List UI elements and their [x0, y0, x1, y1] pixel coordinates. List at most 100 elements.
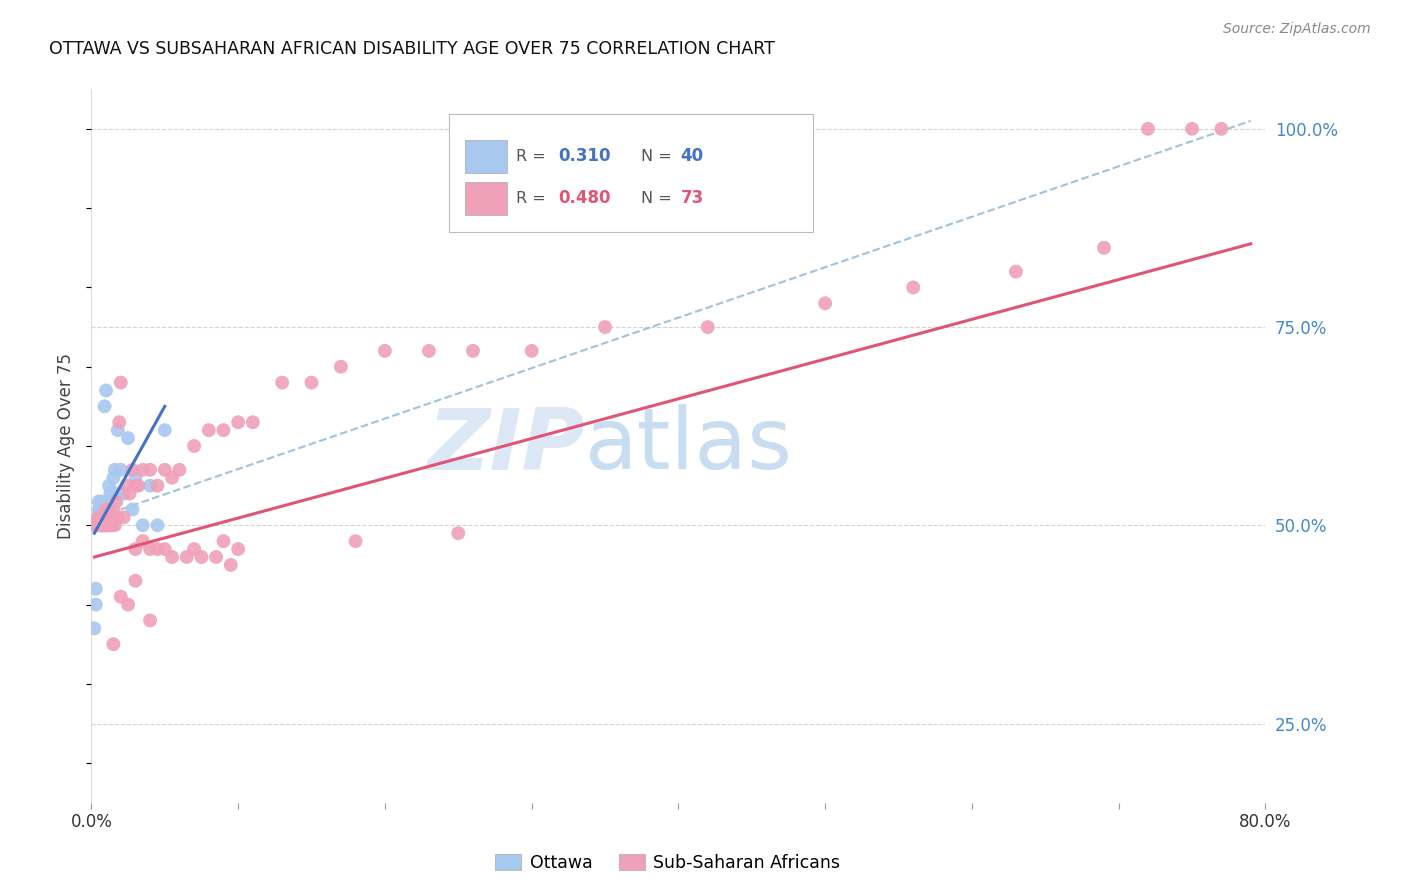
Point	[212, 534, 235, 549]
Point	[226, 542, 249, 557]
Point	[94, 518, 117, 533]
Point	[226, 415, 249, 429]
Point	[103, 637, 125, 651]
Point	[104, 463, 127, 477]
Text: 0.310: 0.310	[558, 147, 612, 165]
Point	[212, 423, 235, 437]
Point	[103, 502, 125, 516]
Point	[461, 343, 484, 358]
Point	[1211, 121, 1233, 136]
Point	[205, 549, 228, 564]
Point	[83, 518, 105, 533]
Point	[183, 439, 205, 453]
FancyBboxPatch shape	[450, 114, 814, 232]
Point	[86, 518, 108, 533]
Point	[107, 423, 129, 437]
Legend: Ottawa, Sub-Saharan Africans: Ottawa, Sub-Saharan Africans	[488, 847, 848, 879]
Point	[93, 510, 115, 524]
Point	[132, 518, 155, 533]
Point	[169, 463, 191, 477]
Point	[93, 400, 115, 414]
Point	[84, 598, 107, 612]
Point	[103, 471, 125, 485]
Point	[94, 518, 117, 533]
Point	[90, 510, 112, 524]
Point	[91, 518, 114, 533]
Text: ZIP: ZIP	[427, 404, 585, 488]
Point	[139, 478, 162, 492]
Text: Source: ZipAtlas.com: Source: ZipAtlas.com	[1223, 22, 1371, 37]
Point	[89, 510, 111, 524]
Point	[124, 574, 146, 588]
Point	[121, 463, 143, 477]
Text: 40: 40	[681, 147, 704, 165]
Point	[814, 296, 837, 310]
FancyBboxPatch shape	[465, 140, 508, 173]
Point	[183, 542, 205, 557]
Point	[105, 486, 128, 500]
Point	[107, 510, 129, 524]
Point	[118, 486, 141, 500]
Point	[132, 463, 155, 477]
Point	[108, 415, 131, 429]
Point	[124, 471, 146, 485]
Point	[121, 502, 143, 516]
Point	[418, 343, 440, 358]
Point	[94, 384, 117, 398]
Point	[110, 376, 132, 390]
Point	[146, 518, 169, 533]
Point	[89, 502, 111, 516]
Point	[91, 502, 114, 516]
Point	[94, 502, 117, 516]
Point	[903, 280, 925, 294]
FancyBboxPatch shape	[465, 182, 508, 215]
Point	[93, 518, 115, 533]
Point	[101, 510, 124, 524]
Point	[94, 502, 117, 516]
Point	[112, 510, 135, 524]
Point	[100, 518, 122, 533]
Point	[89, 518, 111, 533]
Point	[110, 590, 132, 604]
Point	[112, 486, 135, 500]
Point	[153, 542, 176, 557]
Point	[98, 478, 121, 492]
Point	[1005, 264, 1028, 278]
Point	[110, 463, 132, 477]
Point	[593, 320, 616, 334]
Y-axis label: Disability Age Over 75: Disability Age Over 75	[58, 353, 76, 539]
Point	[374, 343, 396, 358]
Point	[96, 494, 118, 508]
Point	[329, 359, 352, 374]
Point	[190, 549, 212, 564]
Point	[90, 510, 112, 524]
Point	[1092, 241, 1115, 255]
Point	[117, 598, 139, 612]
Point	[96, 518, 118, 533]
Point	[115, 478, 138, 492]
Point	[301, 376, 323, 390]
Point	[447, 526, 470, 541]
Point	[132, 534, 155, 549]
Text: 0.480: 0.480	[558, 189, 612, 207]
Text: N =: N =	[641, 191, 672, 206]
Text: OTTAWA VS SUBSAHARAN AFRICAN DISABILITY AGE OVER 75 CORRELATION CHART: OTTAWA VS SUBSAHARAN AFRICAN DISABILITY …	[49, 40, 775, 58]
Point	[93, 510, 115, 524]
Point	[90, 518, 112, 533]
Point	[127, 478, 149, 492]
Point	[101, 518, 124, 533]
Point	[197, 423, 219, 437]
Point	[105, 494, 128, 508]
Point	[520, 343, 543, 358]
Point	[1136, 121, 1159, 136]
Text: R =: R =	[516, 191, 546, 206]
Point	[83, 621, 105, 635]
Point	[696, 320, 718, 334]
Point	[86, 510, 108, 524]
Point	[146, 542, 169, 557]
Point	[271, 376, 294, 390]
Point	[91, 510, 114, 524]
Point	[117, 431, 139, 445]
Point	[1181, 121, 1204, 136]
Point	[160, 549, 183, 564]
